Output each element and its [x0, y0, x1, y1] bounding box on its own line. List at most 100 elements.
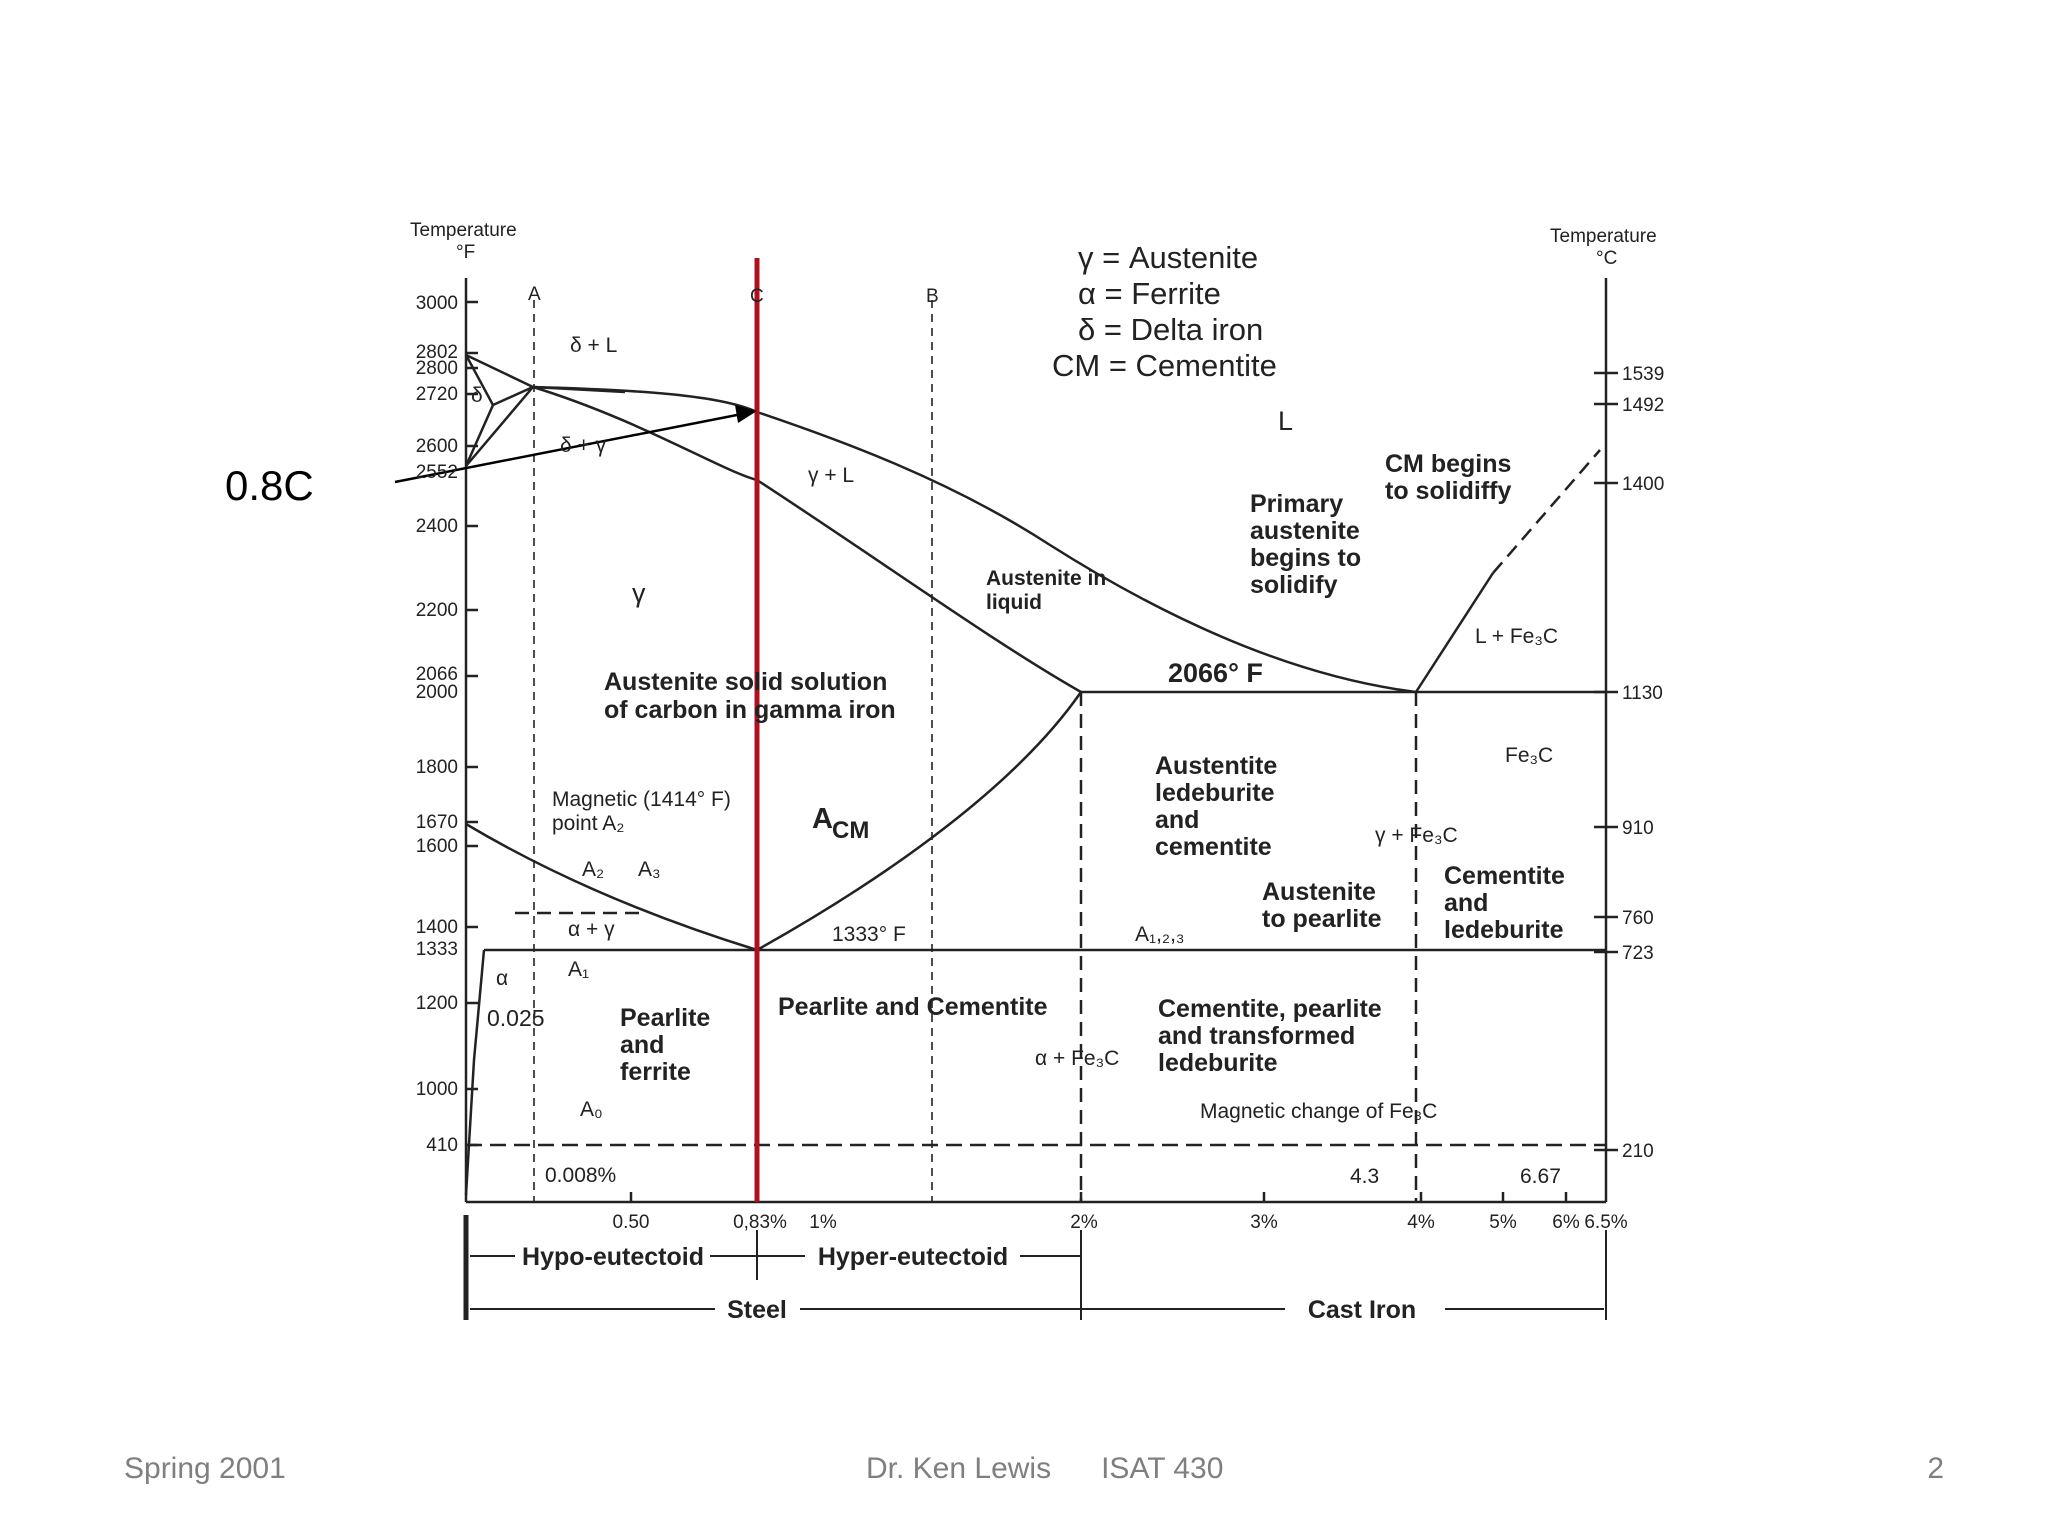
svg-text:6.5%: 6.5% [1584, 1212, 1627, 1233]
label-gamma-fe3c: γ + Fe₃C [1375, 824, 1458, 847]
label-a2: A₂ [582, 858, 604, 881]
label-cementite-pearlite-2: and transformed [1158, 1022, 1355, 1050]
label-cementite-ledeburite-1: Cementite [1444, 862, 1565, 890]
svg-text:2552: 2552 [416, 462, 458, 483]
svg-text:210: 210 [1622, 1141, 1654, 1162]
label-magnetic-point-1: Magnetic (1414° F) [552, 788, 731, 811]
svg-text:γ = Austenite: γ = Austenite [1078, 240, 1258, 275]
delta-upper-boundary [465, 353, 626, 394]
label-667: 6.67 [1520, 1165, 1561, 1188]
svg-text:1000: 1000 [416, 1079, 458, 1100]
svg-text:2400: 2400 [416, 516, 458, 537]
label-cast-iron: Cast Iron [1308, 1296, 1416, 1324]
svg-text:3%: 3% [1250, 1212, 1278, 1233]
svg-text:4%: 4% [1407, 1212, 1435, 1233]
svg-text:2600: 2600 [416, 436, 458, 457]
label-cm-begins-2: to solidiffy [1385, 477, 1511, 505]
svg-text:2%: 2% [1070, 1212, 1098, 1233]
label-cementite-pearlite-3: ledeburite [1158, 1049, 1278, 1077]
label-austenite-in-liquid-1: Austenite in [986, 567, 1106, 590]
left-axis-title-1: Temperature [410, 220, 517, 241]
label-austenite-to-pearlite-1: Austenite [1262, 878, 1376, 906]
label-austenite-ledeburite-2: ledeburite [1155, 779, 1275, 807]
svg-text:2802: 2802 [416, 342, 458, 363]
label-gamma-liquid: γ + L [808, 464, 854, 487]
left-tick-labels: 3000 2802 2800 2720 2600 2552 2400 2200 … [416, 293, 458, 1156]
svg-text:760: 760 [1622, 908, 1654, 929]
svg-text:2066: 2066 [416, 664, 458, 685]
svg-text:1670: 1670 [416, 812, 458, 833]
delta-gamma-boundary [465, 385, 534, 467]
callout-arrow [394, 405, 757, 484]
svg-text:1%: 1% [809, 1212, 837, 1233]
cast-iron-vertical-dashed [1079, 692, 1418, 1202]
label-delta-gamma: δ + γ [560, 434, 607, 457]
left-tick-marks [466, 300, 478, 1147]
label-pearlite-ferrite-1: Pearlite [620, 1004, 710, 1032]
label-alpha-fe3c: α + Fe₃C [1035, 1047, 1119, 1070]
svg-text:6%: 6% [1552, 1212, 1580, 1233]
svg-text:1600: 1600 [416, 836, 458, 857]
right-axis-title-1: Temperature [1550, 226, 1657, 247]
label-cm-begins-1: CM begins [1385, 450, 1511, 478]
label-0008: 0.008% [545, 1164, 616, 1187]
label-alpha-gamma: α + γ [568, 918, 615, 941]
svg-text:α = Ferrite: α = Ferrite [1078, 276, 1221, 311]
label-delta: δ [471, 384, 483, 407]
svg-text:1800: 1800 [416, 757, 458, 778]
svg-text:1492: 1492 [1622, 395, 1664, 416]
composition-label-c: C [750, 286, 764, 307]
svg-text:723: 723 [1622, 943, 1654, 964]
svg-text:2200: 2200 [416, 600, 458, 621]
label-hyper-eutectoid: Hyper-eutectoid [818, 1243, 1008, 1271]
label-magnetic-point-2: point A₂ [552, 812, 624, 835]
label-austenite-to-pearlite-2: to pearlite [1262, 905, 1382, 933]
label-austenite-ledeburite-4: cementite [1155, 833, 1272, 861]
label-steel: Steel [727, 1296, 787, 1324]
label-austenite-ledeburite-1: Austentite [1155, 752, 1277, 780]
svg-text:0,83%: 0,83% [733, 1212, 787, 1233]
label-fe3c: Fe₃C [1505, 744, 1553, 767]
label-a3: A₃ [638, 858, 661, 881]
label-primary-austenite-3: begins to [1250, 544, 1361, 572]
label-austenite-solid-solution-2: of carbon in gamma iron [604, 696, 896, 724]
svg-text:1400: 1400 [1622, 474, 1664, 495]
label-cementite-ledeburite-3: ledeburite [1444, 916, 1564, 944]
liquidus-curve [532, 385, 1417, 694]
composition-label-a: A [528, 284, 541, 305]
svg-text:1539: 1539 [1622, 364, 1664, 385]
callout-label: 0.8C [225, 462, 314, 509]
svg-text:2720: 2720 [416, 384, 458, 405]
svg-text:2800: 2800 [416, 358, 458, 379]
fe3c-liquidus-dashed [1492, 449, 1601, 574]
label-hypo-eutectoid: Hypo-eutectoid [522, 1243, 704, 1271]
label-acm: A [812, 803, 833, 835]
label-primary-austenite-2: austenite [1250, 517, 1360, 545]
svg-text:3000: 3000 [416, 293, 458, 314]
label-austenite-solid-solution-1: Austenite solid solution [604, 668, 887, 696]
label-delta-liquid: δ + L [570, 334, 617, 357]
composition-label-b: B [926, 286, 939, 307]
svg-text:1333: 1333 [416, 939, 458, 960]
a3-line [465, 822, 758, 952]
footer-left: Spring 2001 [124, 1452, 286, 1485]
footer-center: Dr. Ken Lewis ISAT 430 [866, 1452, 1224, 1485]
label-magnetic-change: Magnetic change of Fe₃C [1200, 1100, 1437, 1123]
label-a0: A₀ [580, 1098, 603, 1121]
svg-text:CM = Cementite: CM = Cementite [1052, 348, 1277, 383]
label-a123: A₁,₂,₃ [1135, 923, 1184, 946]
label-cementite-pearlite-1: Cementite, pearlite [1158, 995, 1382, 1023]
label-43: 4.3 [1350, 1165, 1379, 1188]
left-axis-title-2: °F [456, 242, 475, 263]
legend: γ = Austenite α = Ferrite δ = Delta iron… [1052, 240, 1277, 383]
label-austenite-ledeburite-3: and [1155, 806, 1199, 834]
label-austenite-in-liquid-2: liquid [986, 591, 1042, 614]
svg-text:1400: 1400 [416, 917, 458, 938]
label-eutectic-temp: 2066° F [1168, 658, 1263, 688]
label-a1: A₁ [568, 958, 589, 981]
svg-text:1130: 1130 [1622, 683, 1663, 704]
label-pearlite-ferrite-3: ferrite [620, 1058, 691, 1086]
label-gamma: γ [632, 578, 646, 608]
